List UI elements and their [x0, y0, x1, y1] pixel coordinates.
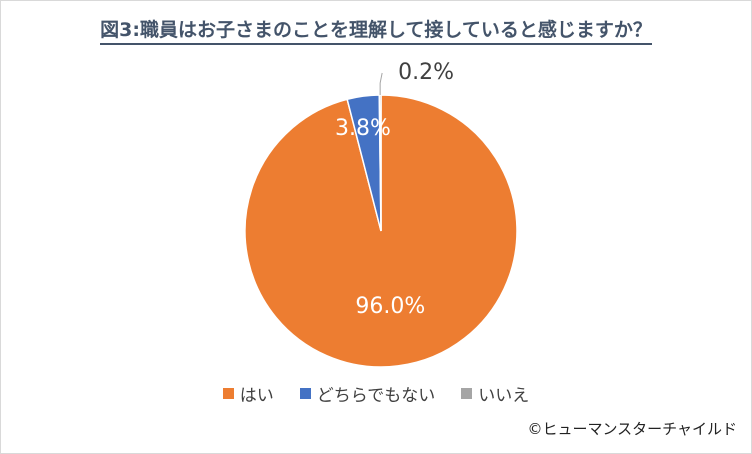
legend-swatch — [461, 388, 473, 399]
legend-swatch — [222, 388, 234, 399]
legend-item-1: はい — [222, 381, 274, 406]
legend-label: はい — [239, 386, 274, 406]
legend: はい どちらでもない いいえ — [1, 381, 751, 406]
legend-item-3: いいえ — [461, 381, 529, 406]
chart-title: 図3:職員はお子さまのことを理解して接していると感じますか？ — [1, 15, 751, 45]
legend-label: どちらでもない — [316, 386, 436, 406]
legend-swatch — [299, 388, 311, 399]
leader-line — [379, 72, 383, 96]
legend-item-2: どちらでもない — [299, 381, 436, 406]
copyright-credit: ©ヒューマンスターチャイルド — [527, 420, 737, 438]
data-label-2: 3.8% — [335, 116, 391, 141]
data-label-3: 0.2% — [398, 60, 454, 85]
legend-label: いいえ — [478, 386, 530, 406]
data-label-1: 96.0% — [355, 294, 425, 319]
chart-title-text: 図3:職員はお子さまのことを理解して接していると感じますか？ — [100, 19, 652, 45]
